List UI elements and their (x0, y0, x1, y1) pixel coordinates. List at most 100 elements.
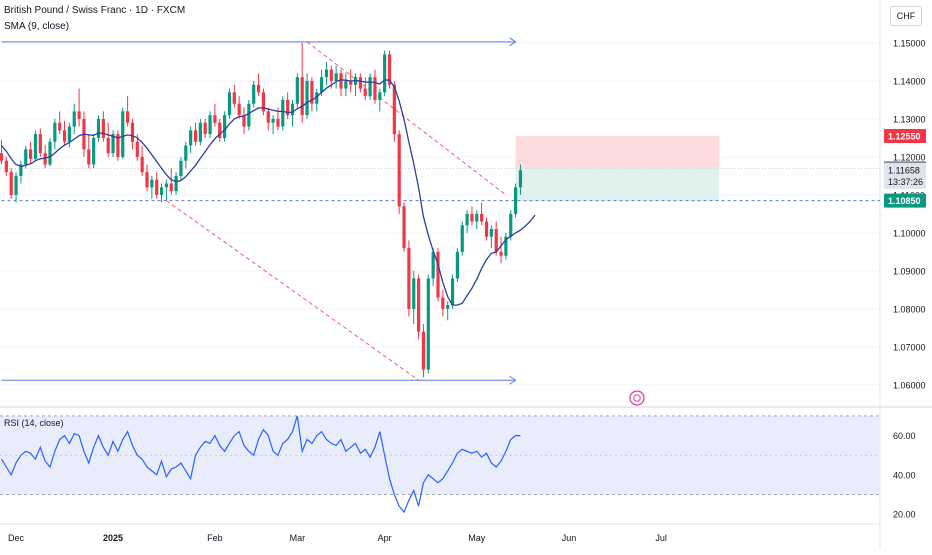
rsi-line (0, 415, 521, 514)
trend-line (306, 41, 507, 196)
price-tick-label: 1.14000 (893, 76, 926, 86)
candle-body (135, 141, 139, 157)
candle-body (48, 141, 52, 165)
rsi-tick-label: 20.00 (893, 510, 916, 520)
candle-body (87, 149, 91, 165)
event-marker-inner (633, 394, 641, 402)
candle-body (130, 122, 135, 142)
candle-body (116, 134, 120, 157)
candle-body (426, 278, 430, 370)
candle-body (203, 122, 207, 135)
price-label: 1.10850 (888, 196, 921, 206)
candle-body (383, 54, 387, 93)
candle-body (77, 111, 81, 119)
candle-body (484, 221, 489, 237)
candle-body (436, 251, 440, 298)
candle-body (232, 92, 236, 104)
rsi-tick-label: 60.00 (893, 431, 916, 441)
candle-body (58, 122, 62, 131)
ray-arrowhead (509, 37, 517, 47)
candle-body (295, 77, 299, 104)
price-tick-label: 1.06000 (893, 380, 926, 390)
candle-body (339, 73, 343, 89)
candle-body (363, 88, 367, 97)
candle-body (43, 153, 47, 165)
candle-body (155, 179, 159, 195)
candle-body (368, 77, 372, 97)
countdown-label: 13:37:26 (888, 177, 923, 187)
candle-body (237, 103, 241, 116)
event-marker-icon (629, 390, 645, 406)
candle-body (407, 248, 411, 309)
candle-body (213, 115, 217, 123)
rsi-legend-label[interactable]: RSI (14, close) (4, 418, 64, 428)
candle-body (33, 134, 38, 159)
candle-body (431, 251, 435, 279)
candle-body (38, 134, 42, 154)
candle-body (387, 54, 392, 85)
time-tick-label: 2025 (103, 533, 123, 543)
candle-body (334, 73, 338, 81)
candle-body (193, 130, 198, 142)
candle-body (121, 111, 125, 157)
candle-body (460, 225, 464, 252)
candle-body (261, 92, 265, 112)
price-label: 1.12550 (888, 132, 921, 142)
event-marker-circle (629, 390, 645, 406)
candle-body (101, 118, 105, 138)
candle-body (504, 236, 508, 256)
time-tick-label: Dec (8, 533, 25, 543)
candle-body (373, 77, 377, 100)
price-tick-label: 1.09000 (893, 266, 926, 276)
candle-body (24, 149, 28, 165)
price-label-bg (884, 129, 926, 144)
time-tick-label: Jul (655, 533, 667, 543)
candle-body (480, 213, 484, 222)
price-label-bg (884, 162, 926, 189)
price-tick-label: 1.15000 (893, 38, 926, 48)
candle-body (518, 170, 523, 188)
candle-body (514, 187, 518, 214)
candle-body (227, 92, 232, 116)
candle-body (256, 84, 261, 93)
candle-body (329, 69, 333, 81)
candle-body (150, 179, 154, 188)
candle-body (392, 84, 396, 135)
candle-body (266, 111, 270, 123)
candle-body (349, 80, 353, 85)
time-tick-label: Jun (562, 533, 577, 543)
sma-legend-label[interactable]: SMA (9, close) (4, 21, 70, 32)
candle-body (286, 99, 290, 116)
price-tick-label: 1.10000 (893, 228, 926, 238)
price-tick-label: 1.13000 (893, 114, 926, 124)
candle-body (315, 92, 319, 104)
candle-body (450, 278, 455, 306)
price-tick-label: 1.07000 (893, 342, 926, 352)
candle-body (494, 229, 498, 252)
candle-body (465, 213, 469, 226)
candle-body (412, 278, 416, 309)
sma-line (1, 79, 536, 306)
currency-button[interactable]: CHF (890, 6, 922, 26)
candle-body (53, 122, 57, 142)
stop-loss-zone (515, 136, 720, 169)
candle-body (164, 183, 168, 188)
candle-body (421, 331, 426, 370)
candle-body (446, 305, 450, 309)
candle-body (252, 84, 256, 104)
candle-body (106, 137, 110, 154)
candle-body (441, 297, 445, 309)
candle-body (111, 134, 115, 154)
candle-body (96, 118, 101, 138)
candle-body (67, 126, 71, 142)
candle-body (198, 122, 202, 142)
price-label-bg (884, 193, 926, 208)
rsi-tick-label: 40.00 (893, 470, 916, 480)
time-tick-label: Feb (207, 533, 223, 543)
candle-body (29, 149, 33, 159)
ray-arrowhead (509, 375, 517, 385)
candle-body (92, 137, 96, 165)
candle-body (140, 156, 144, 173)
